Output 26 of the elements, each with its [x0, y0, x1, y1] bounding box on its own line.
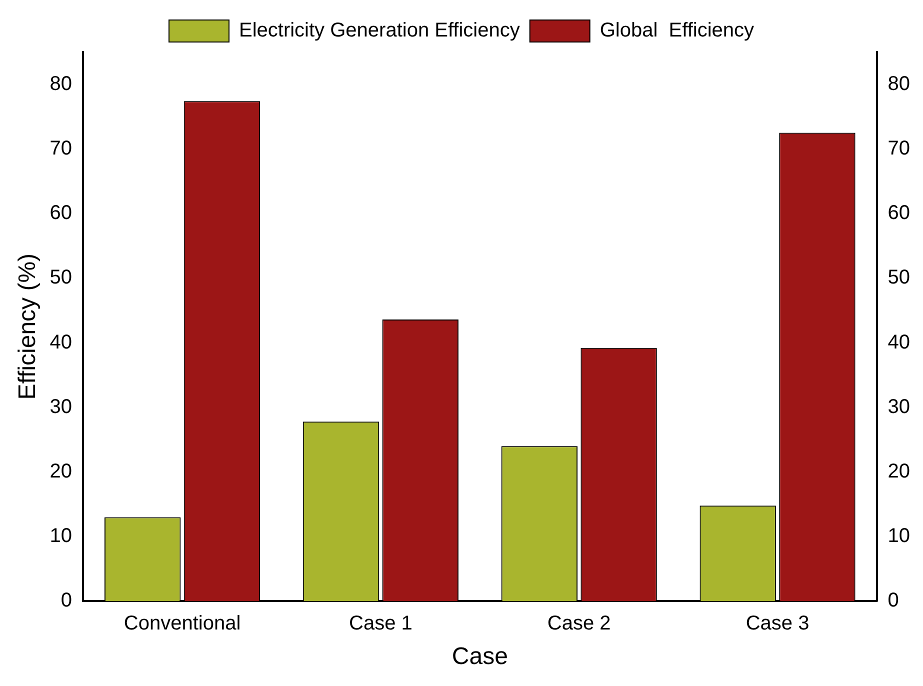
y2-tick-label: 0 [888, 590, 899, 612]
y-tick-label: 0 [60, 590, 72, 612]
y2-tick-label: 60 [888, 202, 910, 224]
x-tick-label: Conventional [124, 612, 241, 635]
y-tick-label: 60 [50, 202, 72, 224]
x-tick-label: Case 1 [349, 612, 412, 635]
y-tick-label: 10 [50, 525, 72, 548]
y-tick-label: 20 [50, 460, 72, 482]
legend-label: Global Efficiency [600, 20, 754, 42]
x-tick-label: Case 3 [746, 612, 810, 635]
y-tick-label: 30 [50, 396, 72, 418]
y2-tick-label: 50 [888, 266, 910, 289]
y-tick-label: 70 [50, 137, 72, 160]
x-tick-label: Case 2 [547, 612, 611, 635]
y2-tick-label: 40 [888, 331, 910, 354]
legend-label: Electricity Generation Efficiency [238, 20, 520, 42]
y2-tick-label: 80 [888, 72, 910, 95]
y2-tick-label: 10 [888, 525, 910, 548]
y2-tick-label: 70 [888, 137, 910, 160]
y-tick-label: 40 [50, 331, 72, 354]
y2-tick-label: 30 [888, 396, 910, 418]
y-tick-label: 80 [50, 72, 72, 95]
y-axis-title: Efficiency (%) [14, 253, 42, 400]
y2-tick-label: 20 [888, 460, 910, 482]
x-axis-title: Case [452, 643, 508, 670]
y-tick-label: 50 [50, 266, 72, 289]
